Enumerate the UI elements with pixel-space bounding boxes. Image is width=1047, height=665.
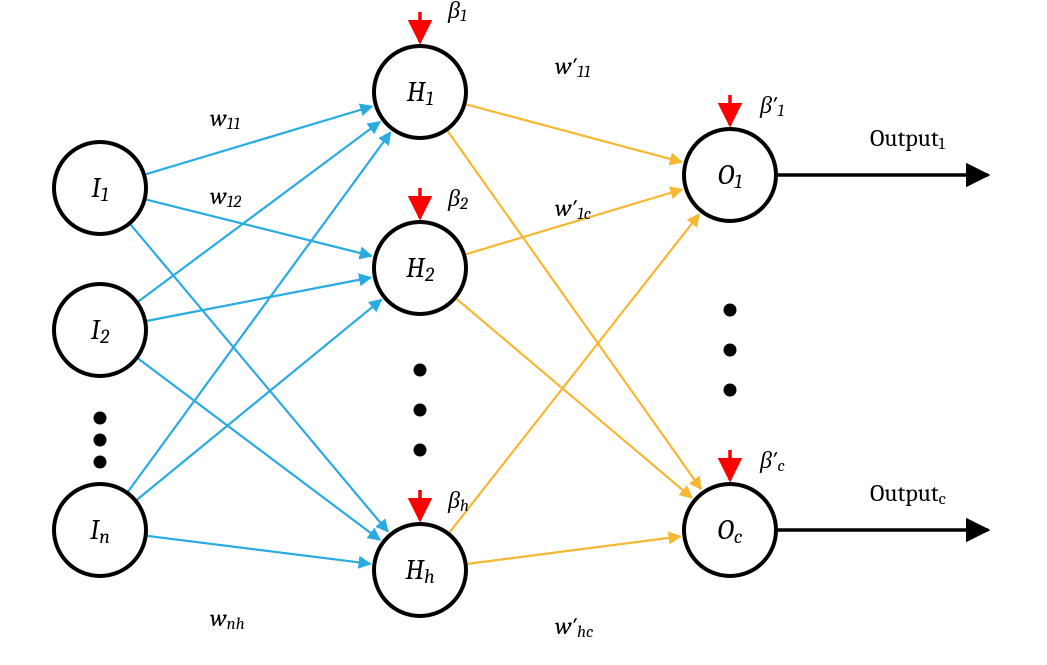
ellipsis-dot-3 [414,364,427,377]
edge-I1-H1 [146,106,372,174]
output-label-1: Output1 [870,124,946,154]
nodes: I1I2InH1H2HhO1Oc [54,46,776,616]
weight-label-w12: w12 [210,182,241,212]
ellipsis-dot-8 [724,384,737,397]
ellipsis-dot-2 [94,456,107,469]
bias-label-β2: β2 [447,184,468,214]
ellipsis-dot-5 [414,444,427,457]
edge-In-Hh [148,536,371,564]
edge-In-H1 [128,132,390,491]
weight-label-wnh: wnh [210,604,245,634]
output-labels: Output1 Outputc [870,124,946,509]
edge-I1-H2 [147,200,372,256]
ellipsis-dot-4 [414,404,427,417]
ellipsis-dot-0 [94,412,107,425]
edges-input-hidden [128,106,390,563]
bias-label-βh: βh [447,486,469,516]
ellipsis-dots [94,304,737,469]
weight-label-w′hc: w′hc [555,612,593,642]
weight-label-w11: w11 [210,104,240,134]
ellipsis-dot-1 [94,434,107,447]
weight-label-w′1c: w′1c [555,194,591,224]
edge-Hh-O1 [450,214,699,532]
edges-hidden-output [448,104,701,563]
edge-H1-O1 [466,104,681,162]
bias-labels: β1 β2 βh β′1 β′c [447,0,785,516]
bias-label-β1: β1 [447,0,467,26]
output-arrows [778,175,988,530]
bias-label-β′1: β′1 [759,91,784,121]
output-label-c: Outputc [870,479,946,509]
edge-I1-Hh [131,225,388,532]
edge-H1-Oc [448,131,701,489]
weight-label-w′11: w′11 [555,52,591,82]
bias-label-β′c: β′c [759,446,785,476]
ellipsis-dot-6 [724,304,737,317]
ellipsis-dot-7 [724,344,737,357]
neural-network-diagram: I1I2InH1H2HhO1Oc w11 w12 wnh w′11 w′1c w′hc β… [0,0,1047,665]
edge-I2-Hh [138,359,380,540]
edge-Hh-Oc [468,536,681,563]
edge-I2-H1 [139,122,380,302]
edge-H2-Oc [457,299,692,498]
edge-In-H2 [137,300,381,500]
